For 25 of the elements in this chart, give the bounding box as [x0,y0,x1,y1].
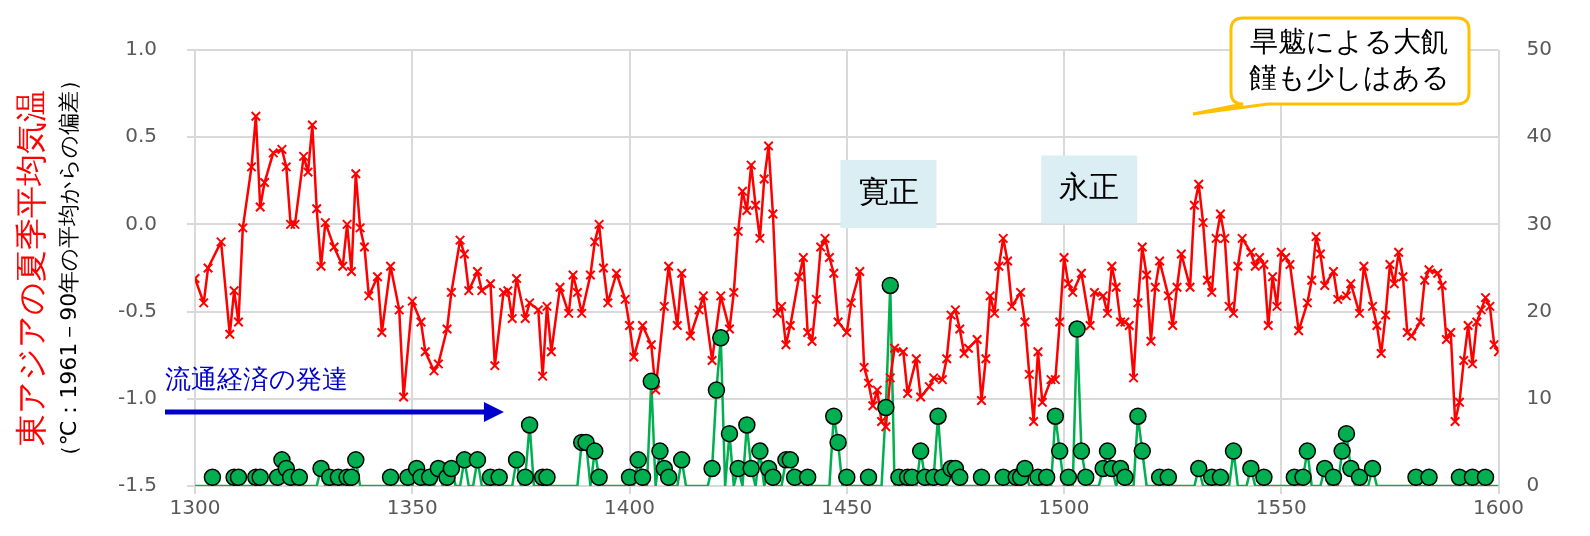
y-tick-label: -0.5 [117,297,158,322]
y-tick-label: 0.0 [125,210,158,235]
x-tick-label: 1450 [821,495,873,520]
y-tick-label: -1.5 [117,472,158,497]
x-tick-label: 1600 [1473,495,1524,520]
y2-tick-label: 50 [1526,36,1552,61]
y-axis-title: 東アジアの夏季平均気温 [12,90,51,446]
x-tick-label: 1300 [169,495,221,520]
y-tick-label: -1.0 [117,385,158,409]
x-tick-label: 1350 [386,495,438,520]
y-tick-label: 1.0 [125,36,158,61]
annotation: 永正 [1059,169,1120,205]
text: （℃：1961－90年の平均からの偏差） [55,68,81,468]
y2-tick-label: 40 [1526,123,1552,148]
x-tick-label: 1500 [1038,495,1090,520]
annotation: 旱魃による大飢饉も少しはある [1248,24,1452,96]
y2-tick-label: 30 [1526,210,1552,235]
x-tick-label: 1400 [604,495,655,520]
annotation: 寛正 [858,173,919,209]
x-tick-label: 1550 [1255,495,1307,520]
y-tick-label: 0.5 [125,123,158,148]
annotation: 流通経済の発達 [165,364,349,395]
y2-tick-label: 10 [1526,385,1552,409]
y2-tick-label: 20 [1526,297,1552,322]
y2-tick-label: 0 [1526,472,1540,497]
